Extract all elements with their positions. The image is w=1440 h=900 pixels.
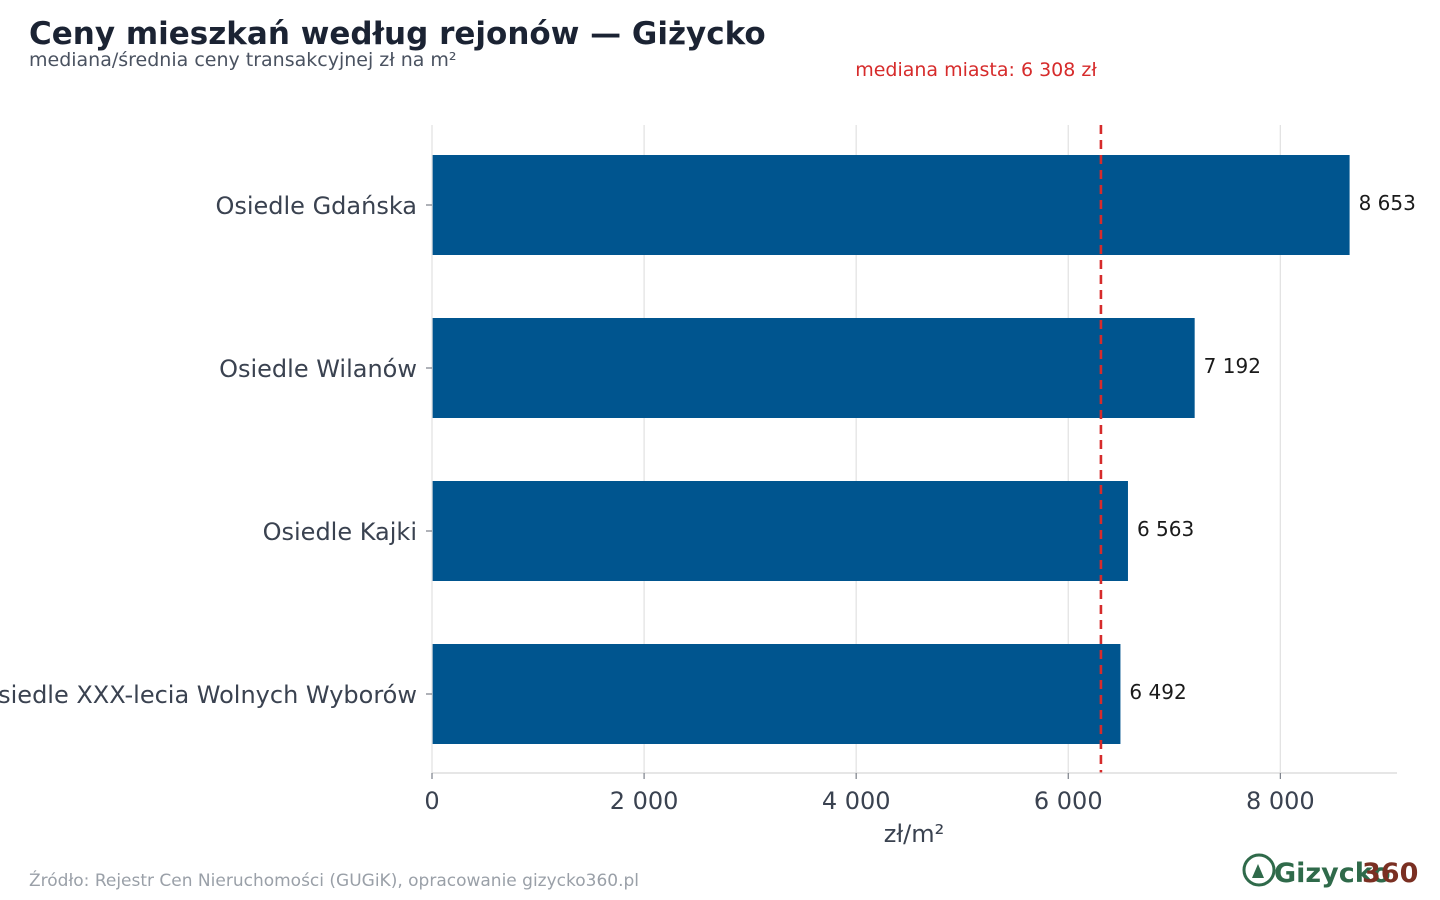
y-tick-label-2: Osiedle Kajki bbox=[263, 518, 417, 546]
logo-circle bbox=[1242, 853, 1276, 887]
source-note: Źródło: Rejestr Cen Nieruchomości (GUGiK… bbox=[29, 869, 639, 891]
x-tick-label-2: 4 000 bbox=[822, 787, 891, 815]
bar-3 bbox=[432, 644, 1121, 744]
x-axis-label: zł/m² bbox=[884, 820, 945, 848]
y-tick-label-3: Osiedle XXX-lecia Wolnych Wyborów bbox=[0, 681, 417, 709]
x-tick-label-1: 2 000 bbox=[610, 787, 679, 815]
x-tick-label-3: 6 000 bbox=[1034, 787, 1103, 815]
logo-tree-icon bbox=[1252, 864, 1264, 878]
x-tick-label-4: 8 000 bbox=[1246, 787, 1315, 815]
y-tick-label-1: Osiedle Wilanów bbox=[219, 355, 417, 383]
bar-2 bbox=[432, 481, 1128, 581]
gizycko360-logo: Gizycko 360 bbox=[1242, 853, 1418, 889]
data-label-2: 6 563 bbox=[1137, 517, 1194, 541]
bar-0 bbox=[432, 155, 1350, 255]
bar-1 bbox=[432, 318, 1195, 418]
chart-title: Ceny mieszkań według rejonów — Giżycko bbox=[29, 16, 766, 52]
y-tick-label-0: Osiedle Gdańska bbox=[215, 192, 417, 220]
data-label-3: 6 492 bbox=[1129, 680, 1186, 704]
data-label-1: 7 192 bbox=[1204, 354, 1261, 378]
axes: 0 2 000 4 000 6 000 8 000 Osiedle Gdańska Osie… bbox=[0, 125, 1397, 815]
logo-number: 360 bbox=[1362, 858, 1418, 889]
bars bbox=[432, 155, 1350, 744]
median-label: mediana miasta: 6 308 zł bbox=[855, 59, 1097, 81]
chart-subtitle: mediana/średnia ceny transakcyjnej zł na… bbox=[29, 49, 457, 71]
data-label-0: 8 653 bbox=[1359, 191, 1416, 215]
data-labels: 8 653 7 192 6 563 6 492 bbox=[1129, 191, 1415, 704]
logo-text: Gizycko bbox=[1274, 858, 1391, 889]
x-tick-label-0: 0 bbox=[424, 787, 439, 815]
